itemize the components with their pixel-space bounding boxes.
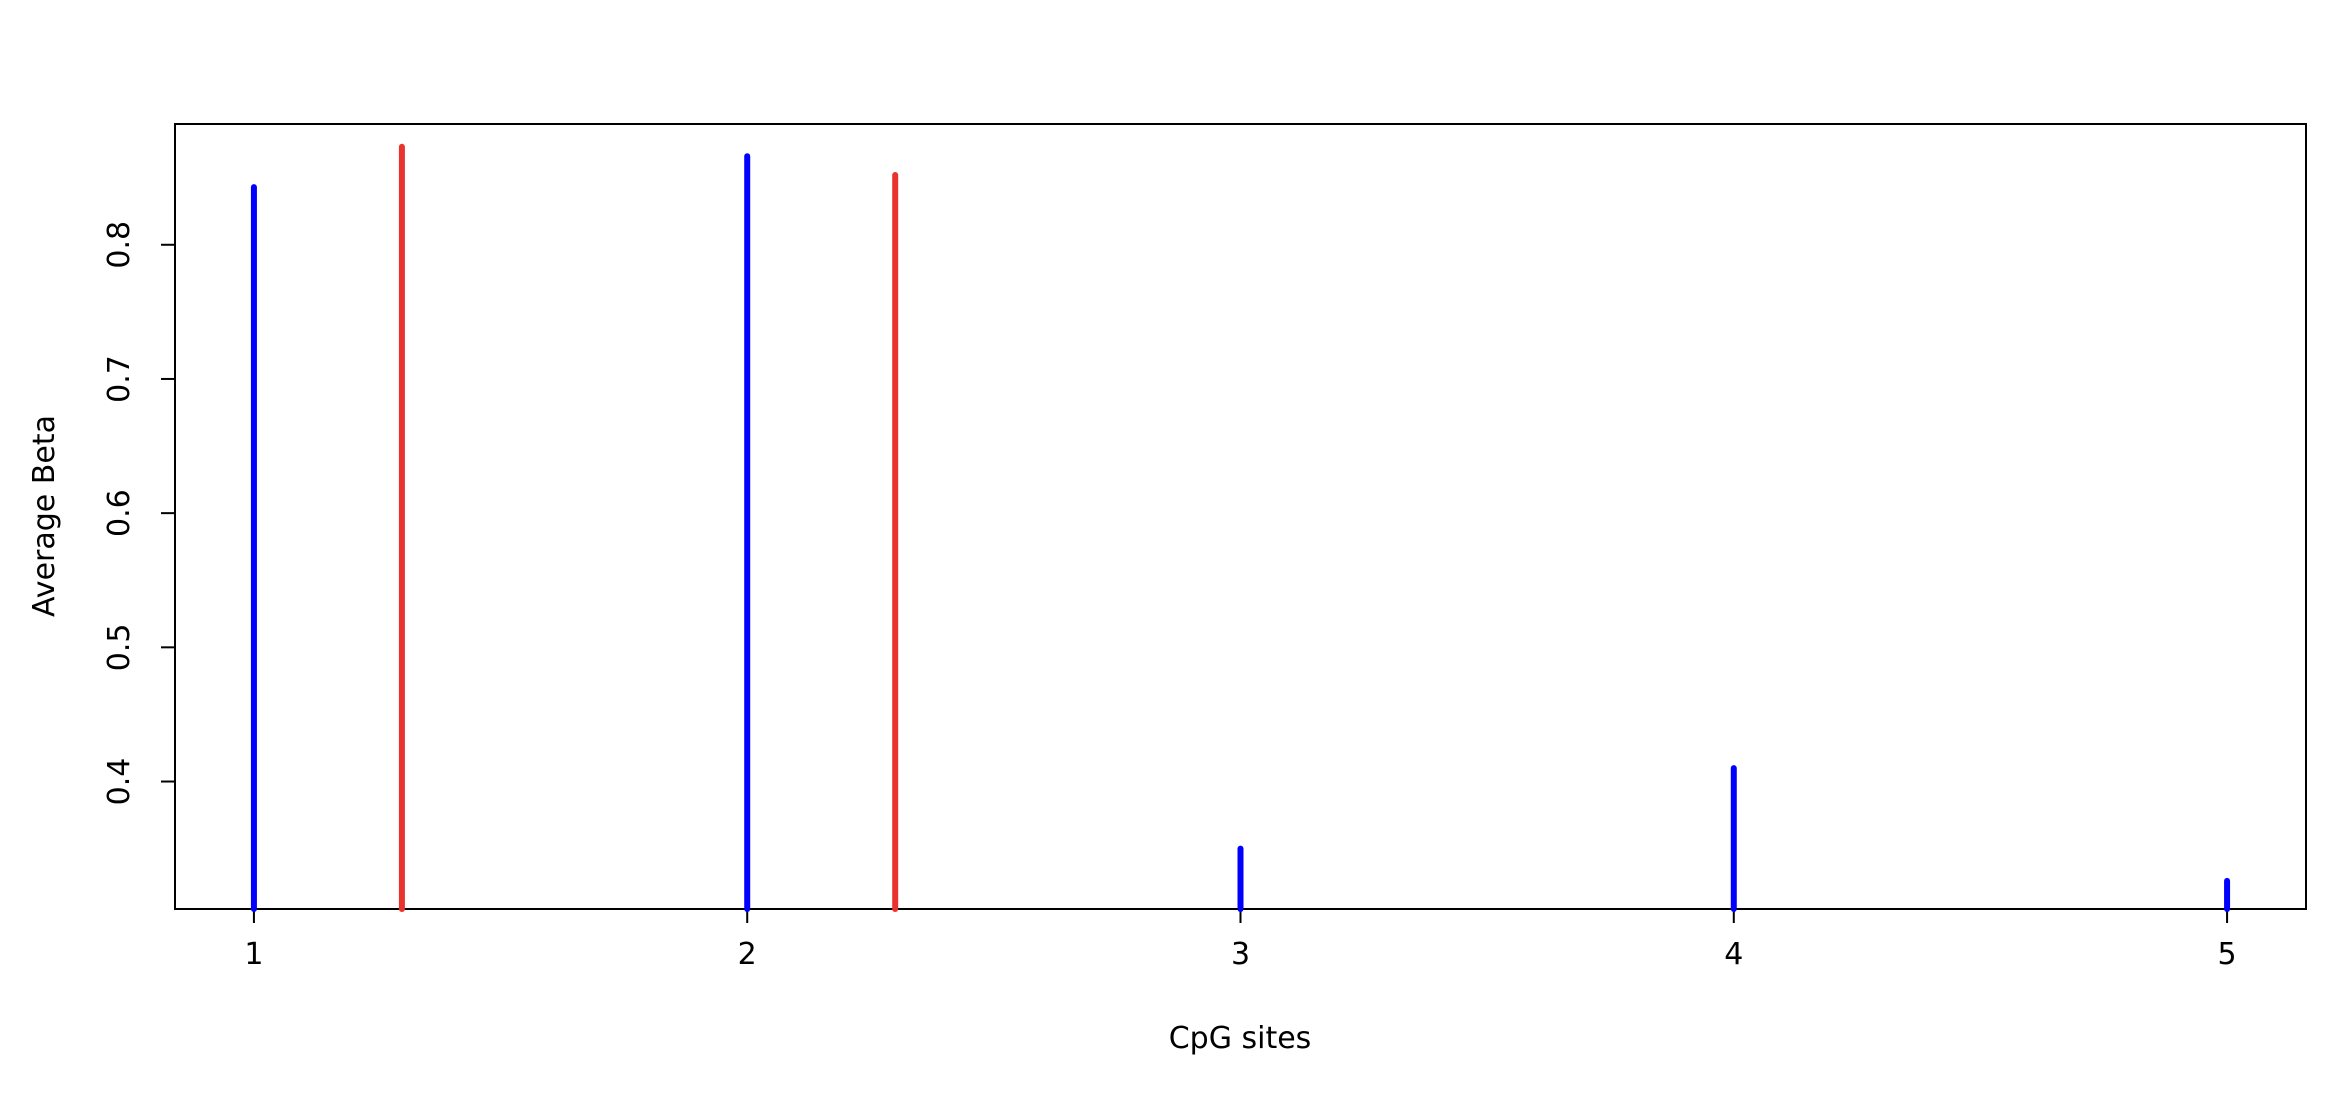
x-axis-title: CpG sites <box>1169 1021 1312 1056</box>
x-tick-label: 1 <box>244 937 263 972</box>
data-marks <box>250 143 2231 912</box>
y-tick-label: 0.4 <box>102 758 137 806</box>
y-tick-label: 0.6 <box>102 489 137 537</box>
x-tick-label: 4 <box>1724 937 1743 972</box>
x-tick-label: 3 <box>1231 937 1250 972</box>
y-tick-label: 0.8 <box>102 221 137 269</box>
y-axis: 0.4 0.5 0.6 0.7 0.8 <box>102 221 176 806</box>
y-axis-title: Average Beta <box>27 415 62 617</box>
x-axis: 1 2 3 4 5 <box>244 908 2237 972</box>
y-tick-label: 0.7 <box>102 355 137 403</box>
plot-frame <box>174 123 2307 910</box>
y-tick-label: 0.5 <box>102 623 137 671</box>
x-tick-label: 2 <box>738 937 757 972</box>
x-tick-label: 5 <box>2218 937 2237 972</box>
